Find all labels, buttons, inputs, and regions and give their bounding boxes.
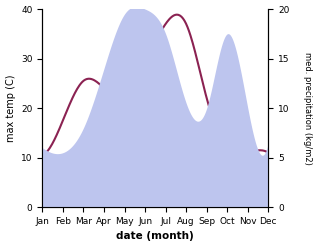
Y-axis label: max temp (C): max temp (C) xyxy=(5,74,16,142)
Y-axis label: med. precipitation (kg/m2): med. precipitation (kg/m2) xyxy=(303,52,313,165)
X-axis label: date (month): date (month) xyxy=(116,231,194,242)
